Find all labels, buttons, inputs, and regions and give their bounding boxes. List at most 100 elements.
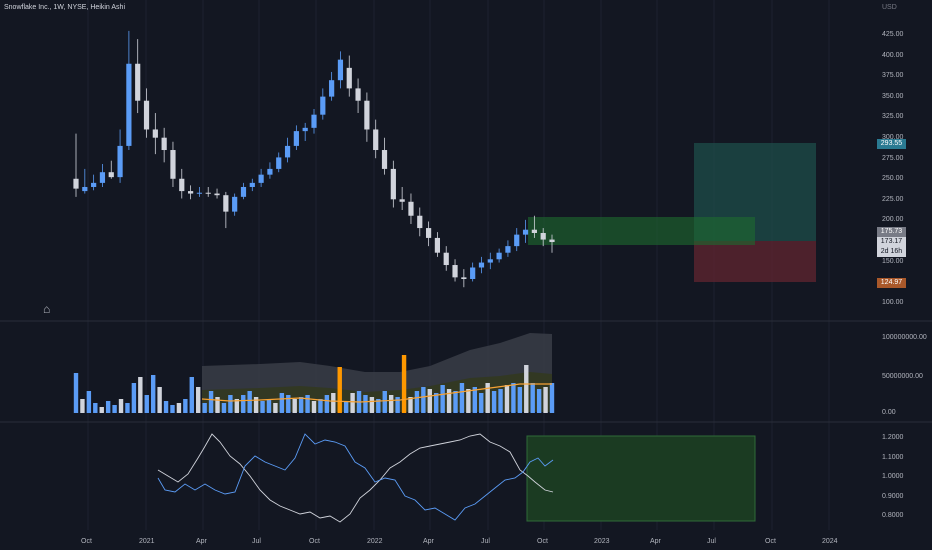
volume-bar[interactable] (421, 387, 426, 413)
volume-bar[interactable] (485, 383, 490, 413)
volume-bar[interactable] (279, 393, 285, 413)
volume-bar[interactable] (395, 397, 400, 413)
volume-bar[interactable] (434, 393, 439, 413)
volume-bar[interactable] (382, 391, 387, 413)
candle[interactable] (179, 168, 185, 199)
volume-bar[interactable] (491, 391, 497, 413)
volume-bar[interactable] (183, 399, 188, 413)
candle[interactable] (91, 174, 97, 191)
volume-bar[interactable] (498, 389, 503, 413)
volume-bar[interactable] (144, 395, 149, 413)
candle[interactable] (223, 191, 229, 229)
candle[interactable] (531, 215, 537, 238)
candle[interactable] (329, 71, 335, 101)
candle[interactable] (258, 168, 264, 187)
candle[interactable] (381, 137, 388, 175)
candle[interactable] (417, 207, 423, 237)
volume-bar[interactable] (234, 399, 240, 413)
volume-bar[interactable] (80, 399, 85, 413)
volume-bar[interactable] (131, 383, 137, 413)
candle[interactable] (240, 182, 247, 200)
candle[interactable] (470, 262, 476, 282)
candle[interactable] (196, 186, 203, 197)
candle[interactable] (267, 162, 273, 179)
volume-bar[interactable] (427, 389, 432, 413)
entry-zone[interactable] (528, 217, 755, 245)
candle[interactable] (434, 232, 441, 257)
volume-bar[interactable] (543, 387, 548, 413)
volume-bar[interactable] (266, 399, 272, 413)
volume-bar[interactable] (202, 403, 207, 413)
volume-bar[interactable] (118, 399, 124, 413)
candle[interactable] (108, 160, 114, 179)
candle[interactable] (373, 119, 379, 159)
volume-bar[interactable] (228, 395, 233, 413)
candle[interactable] (505, 240, 511, 257)
volume-bar[interactable] (536, 389, 542, 413)
volume-bar[interactable] (112, 405, 117, 413)
candle[interactable] (126, 30, 132, 151)
candle[interactable] (355, 78, 361, 114)
oscillator-pane[interactable] (157, 433, 554, 523)
candle[interactable] (249, 178, 255, 192)
candle[interactable] (478, 256, 485, 274)
candle[interactable] (302, 122, 308, 141)
volume-bar[interactable] (292, 399, 297, 413)
volume-bar[interactable] (253, 397, 259, 413)
osc-zone[interactable] (526, 435, 756, 522)
volume-bar[interactable] (221, 403, 227, 413)
candle[interactable] (461, 269, 467, 288)
volume-bar[interactable] (99, 407, 104, 413)
volume-bar[interactable] (260, 401, 265, 413)
volume-bar[interactable] (376, 399, 381, 413)
candle[interactable] (311, 108, 317, 134)
candle[interactable] (540, 228, 546, 247)
volume-bar[interactable] (189, 377, 194, 413)
candle[interactable] (337, 51, 344, 89)
candle[interactable] (232, 193, 238, 216)
candle[interactable] (522, 219, 529, 243)
candle[interactable] (170, 141, 176, 187)
candle[interactable] (364, 92, 370, 142)
position-zones[interactable] (526, 143, 816, 522)
volume-bar[interactable] (408, 397, 413, 413)
volume-bar[interactable] (337, 367, 342, 413)
candle[interactable] (284, 137, 291, 163)
volume-bar[interactable] (479, 393, 484, 413)
volume-bar[interactable] (530, 383, 535, 413)
volume-bars[interactable] (73, 355, 555, 413)
candle[interactable] (320, 88, 326, 120)
volume-bar[interactable] (157, 387, 162, 413)
candle[interactable] (117, 129, 123, 183)
volume-bar[interactable] (459, 383, 465, 413)
candle[interactable] (276, 152, 282, 173)
candle[interactable] (73, 133, 79, 197)
candle[interactable] (549, 234, 555, 253)
volume-bar[interactable] (549, 383, 555, 413)
volume-bar[interactable] (363, 395, 368, 413)
volume-bar[interactable] (446, 389, 452, 413)
candle[interactable] (514, 228, 520, 252)
volume-bar[interactable] (138, 377, 143, 413)
volume-bar[interactable] (318, 399, 323, 413)
volume-bar[interactable] (125, 403, 130, 413)
stop-zone[interactable] (694, 241, 816, 282)
volume-bar[interactable] (196, 387, 201, 413)
candle[interactable] (293, 125, 299, 151)
candle[interactable] (143, 88, 150, 138)
volume-bar[interactable] (163, 401, 169, 413)
volume-bar[interactable] (286, 395, 291, 413)
candle[interactable] (152, 113, 158, 155)
volume-bar[interactable] (93, 403, 98, 413)
candle[interactable] (408, 193, 414, 224)
volume-bar[interactable] (388, 395, 394, 413)
volume-bar[interactable] (440, 385, 445, 413)
volume-bar[interactable] (350, 393, 355, 413)
volume-bar[interactable] (414, 391, 420, 413)
candle[interactable] (452, 259, 458, 282)
volume-bar[interactable] (331, 393, 336, 413)
volume-bar[interactable] (504, 385, 510, 413)
candle[interactable] (496, 248, 502, 263)
volume-bar[interactable] (73, 373, 79, 413)
